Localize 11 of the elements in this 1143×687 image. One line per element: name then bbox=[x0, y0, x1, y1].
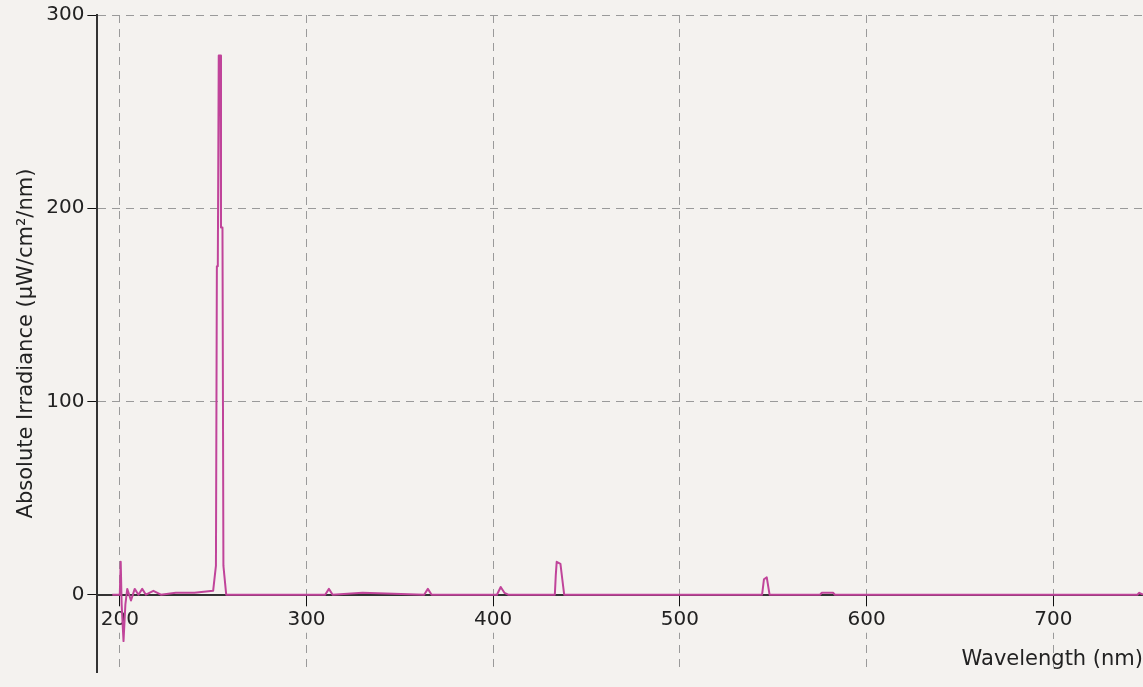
x-axis-title: Wavelength (nm) bbox=[961, 645, 1143, 670]
y-tick-label: 200 bbox=[46, 194, 85, 219]
y-axis-title: Absolute Irradiance (µW/cm²/nm) bbox=[13, 168, 38, 519]
x-tick-label: 400 bbox=[474, 605, 513, 630]
x-tick-label: 300 bbox=[287, 605, 326, 630]
y-tick-label: 0 bbox=[71, 580, 85, 605]
x-tick-label: 700 bbox=[1034, 605, 1073, 630]
x-tick-label: 600 bbox=[847, 605, 886, 630]
x-tick-label: 500 bbox=[660, 605, 700, 630]
y-tick-label: 100 bbox=[46, 387, 85, 412]
y-tick-label: 300 bbox=[46, 1, 85, 26]
